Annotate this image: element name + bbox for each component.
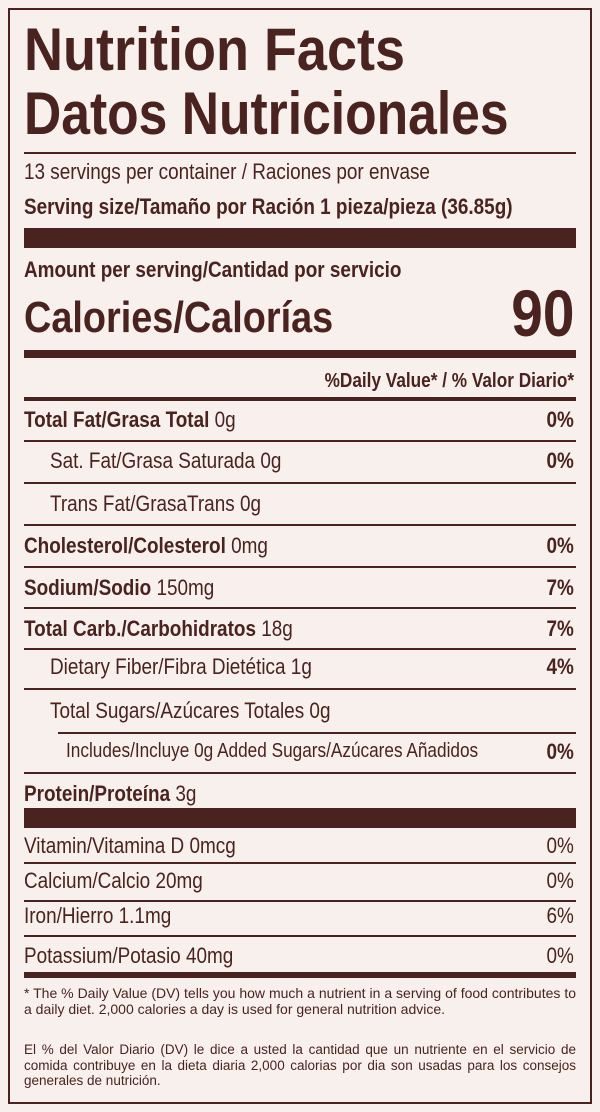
vitamin-row: Vitamin/Vitamina D 0mcg [24, 835, 236, 857]
nutrient-row: Dietary Fiber/Fibra Dietética 1g [50, 656, 312, 678]
vitamin-amount: 0mcg [189, 833, 236, 858]
rule [24, 772, 576, 774]
nutrient-name: Total Fat/Grasa Total [24, 407, 210, 432]
nutrient-dv: 0% [546, 407, 574, 432]
nutrient-name: Dietary Fiber/Fibra Dietética [50, 654, 286, 679]
vitamin-name: Iron/Hierro [24, 903, 114, 928]
nutrient-name: Protein/Proteína [24, 781, 171, 806]
vitamin-name: Calcium/Calcio [24, 868, 151, 893]
nutrient-dv: 0% [546, 739, 574, 764]
nutrient-dv: 7% [546, 616, 574, 641]
rule [58, 732, 576, 734]
nutrient-dv: 7% [546, 575, 574, 600]
nutrient-row: Sat. Fat/Grasa Saturada 0g [50, 450, 281, 472]
bar [24, 808, 576, 828]
rule [24, 900, 576, 902]
vitamin-row: Iron/Hierro 1.1mg [24, 905, 171, 927]
rule [24, 566, 576, 568]
bar [24, 972, 576, 978]
nutrient-amount: 0g [214, 407, 236, 432]
bar [24, 350, 576, 358]
vitamin-name: Potassium/Potasio [24, 943, 181, 968]
rule [24, 524, 576, 526]
calories-value: 90 [510, 276, 574, 350]
nutrient-amount: 150mg [156, 575, 215, 600]
nutrient-name: Cholesterol/Colesterol [24, 533, 226, 558]
vitamin-name: Vitamin/Vitamina D [24, 833, 185, 858]
vitamin-row: Potassium/Potasio 40mg [24, 945, 233, 967]
vitamin-amount: 1.1mg [118, 903, 172, 928]
nutrient-name: Trans Fat/GrasaTrans [50, 491, 235, 516]
rule [24, 688, 576, 690]
rule [24, 648, 576, 650]
rule [24, 862, 576, 864]
bar [24, 228, 576, 248]
footnote-es: El % del Valor Diario (DV) le dice a ust… [24, 1042, 576, 1088]
nutrient-name: Total Sugars/Azúcares Totales [50, 698, 305, 723]
nutrient-row: Protein/Proteína 3g [24, 783, 196, 805]
vitamin-dv: 0% [546, 943, 574, 968]
nutrient-amount: 3g [175, 781, 197, 806]
nutrient-name: Total Carb./Carbohidratos [24, 616, 256, 641]
vitamin-dv: 0% [546, 868, 574, 893]
nutrient-name: Includes/Incluye 0g Added Sugars/Azúcare… [66, 740, 479, 762]
dv-header: %Daily Value* / % Valor Diario* [324, 370, 574, 392]
nutrient-dv: 0% [546, 448, 574, 473]
nutrient-row: Cholesterol/Colesterol 0mg [24, 535, 268, 557]
nutrient-row: Total Sugars/Azúcares Totales 0g [50, 700, 330, 722]
subtitle: Datos Nutricionales [24, 80, 509, 147]
nutrient-amount: 0mg [231, 533, 268, 558]
footnote-en: * The % Daily Value (DV) tells you how m… [24, 985, 576, 1017]
vitamin-amount: 40mg [185, 943, 234, 968]
rule [24, 935, 576, 937]
vitamin-amount: 20mg [155, 868, 203, 893]
rule [24, 152, 576, 154]
nutrient-row: Sodium/Sodio 150mg [24, 577, 214, 599]
nutrient-amount: 0g [309, 698, 331, 723]
nutrient-amount: 0g [239, 491, 262, 516]
nutrient-dv: 4% [546, 654, 574, 679]
vitamin-row: Calcium/Calcio 20mg [24, 870, 203, 892]
nutrient-name: Sodium/Sodio [24, 575, 152, 600]
frame [8, 8, 592, 1104]
title: Nutrition Facts [24, 16, 406, 83]
calories-label: Calories/Calorías [24, 293, 334, 342]
rule [24, 607, 576, 609]
nutrient-row: Total Carb./Carbohidratos 18g [24, 618, 293, 640]
serving-size: Serving size/Tamaño por Ración 1 pieza/p… [24, 194, 513, 219]
vitamin-dv: 0% [546, 833, 574, 858]
nutrient-amount: 1g [290, 654, 312, 679]
nutrient-row: Trans Fat/GrasaTrans 0g [50, 493, 261, 515]
amount-label: Amount per serving/Cantidad por servicio [24, 257, 402, 282]
nutrient-dv: 0% [546, 533, 574, 558]
rule [24, 440, 576, 442]
servings: 13 servings per container / Raciones por… [24, 159, 430, 184]
nutrient-row: Includes/Incluye 0g Added Sugars/Azúcare… [66, 741, 478, 761]
rule [24, 397, 576, 401]
nutrient-amount: 18g [261, 616, 293, 641]
rule [24, 482, 576, 484]
nutrient-name: Sat. Fat/Grasa Saturada [50, 448, 256, 473]
nutrient-amount: 0g [260, 448, 282, 473]
vitamin-dv: 6% [546, 903, 574, 928]
nutrient-row: Total Fat/Grasa Total 0g [24, 409, 236, 431]
